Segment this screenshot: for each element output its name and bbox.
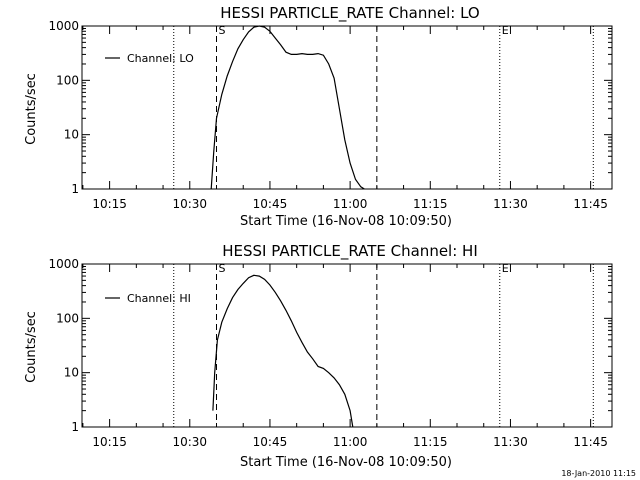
x-tick-label: 11:45 (573, 435, 608, 449)
legend: Channel: HI (105, 292, 191, 305)
legend-entry: Channel: HI (127, 292, 191, 305)
x-tick-label: 10:45 (253, 197, 288, 211)
x-tick-label: 11:15 (413, 197, 448, 211)
series-line (212, 274, 354, 428)
marker-e: E (502, 262, 509, 275)
series-line (210, 25, 365, 190)
x-axis-label: Start Time (16-Nov-08 10:09:50) (240, 214, 452, 229)
panel-hi: HESSI PARTICLE_RATE Channel: HI Counts/s… (24, 242, 613, 470)
y-axis-label: Counts/sec (24, 73, 39, 145)
y-axis-label: Counts/sec (24, 311, 39, 383)
panel-lo: HESSI PARTICLE_RATE Channel: LO Counts/s… (24, 4, 613, 229)
x-tick-label: 10:30 (172, 197, 207, 211)
marker-s: S (219, 24, 226, 37)
legend-entry: Channel: LO (127, 52, 194, 65)
plot-frame (81, 263, 613, 428)
x-tick-label: 11:45 (573, 197, 608, 211)
x-tick-label: 11:15 (413, 435, 448, 449)
marker-s: S (219, 262, 226, 275)
date-stamp: 18-Jan-2010 11:15 (561, 469, 636, 478)
x-axis-label: Start Time (16-Nov-08 10:09:50) (240, 455, 452, 470)
x-tick-label: 11:30 (493, 435, 528, 449)
y-tick-label: 1000 (48, 19, 79, 33)
x-tick-label: 10:15 (92, 197, 127, 211)
x-tick-label: 10:45 (253, 435, 288, 449)
y-tick-label: 10 (64, 366, 79, 380)
y-tick-label: 1 (71, 182, 79, 196)
y-tick-label: 10 (64, 128, 79, 142)
x-tick-label: 11:00 (333, 197, 368, 211)
y-tick-label: 1000 (48, 257, 79, 271)
x-tick-label: 10:15 (92, 435, 127, 449)
y-tick-label: 100 (56, 311, 79, 325)
x-tick-label: 11:30 (493, 197, 528, 211)
plot-frame (81, 25, 613, 190)
legend: Channel: LO (105, 52, 194, 65)
x-tick-label: 10:30 (172, 435, 207, 449)
x-tick-label: 11:00 (333, 435, 368, 449)
y-tick-label: 100 (56, 73, 79, 87)
chart-title: HESSI PARTICLE_RATE Channel: LO (220, 4, 479, 23)
marker-e: E (502, 24, 509, 37)
y-tick-label: 1 (71, 420, 79, 434)
chart-title: HESSI PARTICLE_RATE Channel: HI (222, 242, 478, 261)
